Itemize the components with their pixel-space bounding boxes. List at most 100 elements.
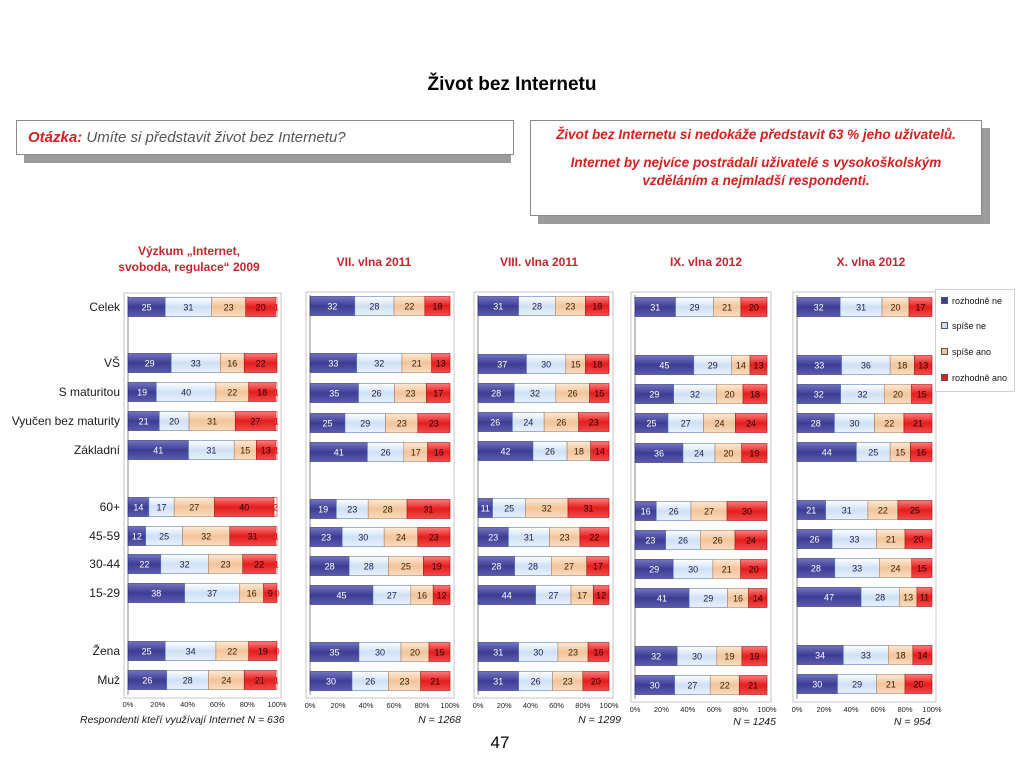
bar-value-label: 12 — [596, 591, 606, 601]
bar-segment — [912, 645, 933, 665]
bar-value-label: 29 — [852, 680, 862, 690]
bar-value-label: 45 — [659, 361, 669, 371]
bar-value-label: 22 — [720, 681, 730, 691]
bar-value-label: 26 — [713, 536, 723, 546]
summary-paragraph: Internet by nejvíce postrádali uživatelé… — [570, 155, 942, 188]
bar-value-label: 23 — [565, 302, 575, 312]
bar-value-label: 26 — [531, 677, 541, 687]
plot-frame — [792, 291, 937, 703]
bar-segment — [579, 527, 610, 547]
bar-value-label: 23 — [563, 677, 573, 687]
bar-segment — [243, 353, 278, 373]
bar-value-label: 26 — [669, 507, 679, 517]
bar-value-label: 20 — [891, 303, 901, 313]
bar-value-label: 20 — [256, 303, 266, 313]
bar-value-label: 27 — [681, 419, 691, 429]
bar-value-label: 28 — [491, 562, 501, 572]
row-label: VŠ — [104, 355, 120, 370]
row-label: Muž — [97, 673, 120, 687]
bar-value-label: 28 — [325, 562, 335, 572]
bar-value-label: 13 — [903, 593, 913, 603]
bar-value-label: 33 — [814, 361, 824, 371]
bar-segment — [420, 671, 451, 691]
bar-value-label: 45 — [336, 591, 346, 601]
x-tick-label: 20% — [816, 705, 831, 714]
bar-value-label: 1 — [274, 560, 279, 570]
x-tick-label: 40% — [680, 705, 695, 714]
bar-value-label: 18 — [592, 302, 602, 312]
bar-value-label: 15 — [434, 648, 444, 658]
panel-title-vii-2011: VII. vlna 2011 — [284, 254, 464, 270]
bar-value-label: 20 — [591, 677, 601, 687]
bar-value-label: 31 — [248, 532, 258, 542]
bar-value-label: 29 — [703, 594, 713, 604]
bar-value-label: 2 — [273, 503, 278, 513]
bar-value-label: 17 — [577, 591, 587, 601]
row-label: 15-29 — [89, 586, 120, 600]
bar-value-label: 15 — [895, 448, 905, 458]
legend-swatch — [941, 348, 948, 355]
bar-value-label: 30 — [375, 648, 385, 658]
bar-value-label: 28 — [183, 676, 193, 686]
bar-value-label: 34 — [186, 647, 196, 657]
bar-value-label: 37 — [497, 360, 507, 370]
page-number: 47 — [490, 733, 510, 752]
bar-segment — [740, 559, 768, 579]
bar-segment — [263, 583, 278, 603]
x-tick-label: 0% — [792, 705, 803, 714]
bar-value-label: 19 — [137, 388, 147, 398]
bar-value-label: 30 — [650, 681, 660, 691]
bar-value-label: 25 — [159, 532, 169, 542]
bar-value-label: 1 — [274, 388, 279, 398]
bar-value-label: 30 — [688, 565, 698, 575]
bar-segment — [585, 354, 610, 374]
x-tick-label: 100% — [599, 701, 619, 710]
bar-segment — [726, 501, 768, 521]
summary-paragraph: Život bez Internetu si nedokáže představ… — [556, 127, 956, 142]
x-tick-label: 100% — [440, 701, 460, 710]
bar-segment — [275, 411, 278, 431]
bar-value-label: 23 — [397, 419, 407, 429]
bar-value-label: 17 — [593, 562, 603, 572]
bar-segment — [432, 585, 451, 605]
bar-value-label: 24 — [891, 564, 901, 574]
bar-value-label: 16 — [417, 591, 427, 601]
bar-value-label: 21 — [722, 565, 732, 575]
bar-segment — [589, 383, 610, 403]
bar-segment — [740, 297, 768, 317]
bar-value-label: 41 — [153, 446, 163, 456]
bar-value-label: 20 — [725, 390, 735, 400]
legend-swatch — [941, 297, 948, 304]
bar-value-label: 35 — [329, 389, 339, 399]
bar-value-label: 20 — [723, 449, 733, 459]
bar-value-label: 30 — [812, 680, 822, 690]
bar-value-label: 29 — [708, 361, 718, 371]
bar-value-label: 28 — [383, 505, 393, 515]
x-tick-label: 40% — [523, 701, 538, 710]
x-tick-label: 0% — [473, 701, 484, 710]
bar-segment — [908, 297, 933, 317]
bar-value-label: 16 — [916, 448, 926, 458]
bar-segment — [914, 355, 933, 375]
bar-value-label: 26 — [365, 677, 375, 687]
bar-value-label: 26 — [490, 418, 500, 428]
bar-value-label: 32 — [814, 303, 824, 313]
bar-value-label: 21 — [430, 677, 440, 687]
bar-value-label: 27 — [387, 591, 397, 601]
bar-segment — [749, 355, 768, 375]
row-label: S maturitou — [59, 385, 120, 399]
question-text: Umíte si představit život bez Internetu? — [86, 129, 346, 146]
bar-value-label: 1 — [274, 532, 279, 542]
panel-title-2009: Výzkum „Internet, svoboda, regulace“ 200… — [99, 243, 279, 275]
bar-value-label: 30 — [849, 419, 859, 429]
bar-value-label: 21 — [139, 417, 149, 427]
plot-frame — [305, 291, 455, 699]
bar-value-label: 15 — [594, 389, 604, 399]
bar-value-label: 19 — [749, 652, 759, 662]
bar-value-label: 27 — [704, 507, 714, 517]
bar-value-label: 33 — [191, 359, 201, 369]
bar-value-label: 13 — [436, 359, 446, 369]
panel-note-ix-2012: N = 1245 — [733, 716, 776, 728]
bar-value-label: 17 — [157, 503, 167, 513]
bar-value-label: 26 — [556, 418, 566, 428]
